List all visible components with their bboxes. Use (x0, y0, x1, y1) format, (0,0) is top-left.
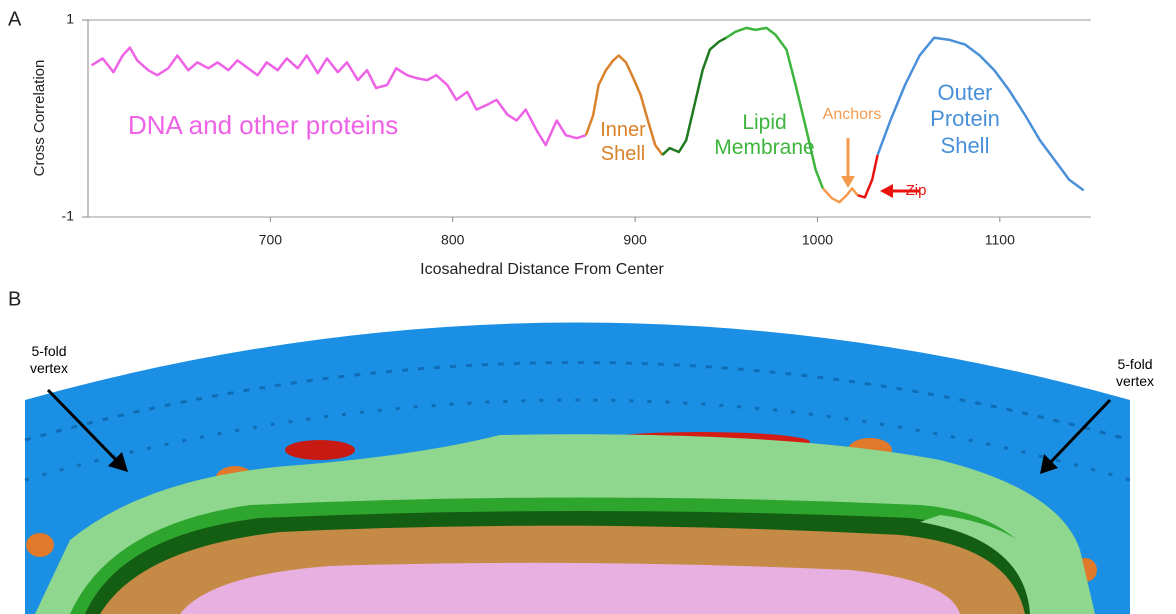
anchors-arrowhead (841, 176, 855, 188)
series-line (858, 155, 878, 197)
panel-label: B (8, 290, 21, 310)
series-line (823, 188, 858, 202)
vertex-label: 5-fold vertex (14, 343, 84, 377)
x-tick-label: 1000 (802, 232, 833, 248)
series-label: Zip (896, 182, 936, 200)
series-label: DNA and other proteins (128, 110, 428, 141)
anchor-density (26, 533, 54, 557)
y-tick-label: 1 (66, 11, 74, 27)
figure: A Icosahedral Distance From Center Cross… (0, 0, 1176, 614)
page: {"chart_data": {"type": "line", "panel_l… (0, 0, 1176, 614)
y-tick-label: -1 (62, 208, 75, 224)
y-axis-label: Cross Correlation (31, 60, 48, 177)
dna-render (180, 563, 960, 614)
x-axis-label: Icosahedral Distance From Center (420, 261, 664, 278)
panel-label: A (8, 8, 22, 30)
x-tick-label: 1100 (985, 232, 1015, 248)
series-label: Anchors (812, 105, 892, 124)
body: A Icosahedral Distance From Center Cross… (0, 0, 1176, 614)
panel-b: B (0, 290, 1176, 614)
zip-arrowhead (880, 184, 893, 198)
series-label: Outer Protein Shell (915, 80, 1015, 159)
series-label: Inner Shell (583, 118, 663, 166)
vertex-label: 5-fold vertex (1100, 356, 1170, 390)
series-line (726, 28, 823, 189)
x-tick-label: 700 (259, 232, 283, 248)
x-tick-label: 900 (623, 232, 647, 248)
zip-density (285, 440, 355, 460)
x-tick-label: 800 (441, 232, 465, 248)
